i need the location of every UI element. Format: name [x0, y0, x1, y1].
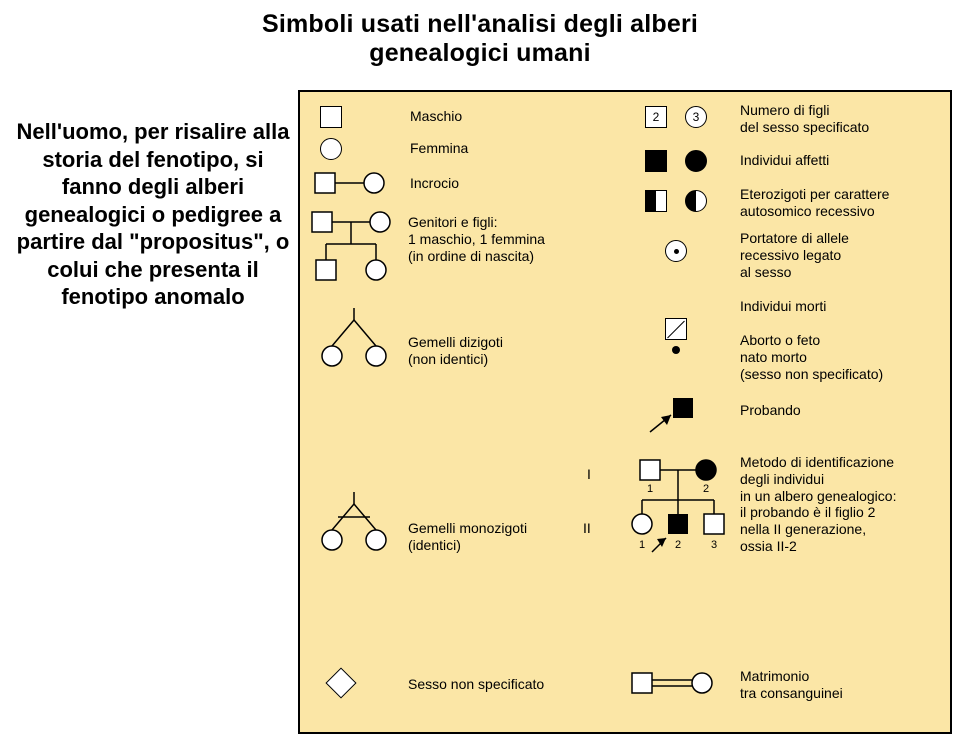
deceased-icon	[665, 318, 687, 340]
proband-icon	[648, 396, 708, 436]
gen-label-II: II	[583, 520, 591, 537]
number-circle-value: 3	[693, 110, 700, 124]
label-genitori: Genitori e figli: 1 maschio, 1 femmina (…	[408, 214, 545, 264]
label-sesso-non-spec: Sesso non specificato	[408, 676, 544, 693]
label-eterozigoti: Eterozigoti per carattere autosomico rec…	[740, 186, 889, 220]
label-dizigoti: Gemelli dizigoti (non identici)	[408, 334, 503, 368]
abortion-dot-icon	[672, 346, 680, 354]
consanguineous-mating-icon	[626, 668, 726, 698]
label-numero-figli: Numero di figli del sesso specificato	[740, 102, 869, 136]
number-square-value: 2	[653, 110, 660, 124]
title-line2: genealogici umani	[369, 39, 591, 67]
label-consanguinei: Matrimonio tra consanguinei	[740, 668, 843, 702]
label-maschio: Maschio	[410, 108, 462, 125]
identification-tree-icon: 1 2 1 2 3	[600, 452, 740, 562]
label-incrocio: Incrocio	[410, 175, 459, 192]
male-square-icon	[320, 106, 342, 128]
svg-text:3: 3	[711, 539, 717, 551]
mating-icon	[310, 170, 390, 196]
svg-text:2: 2	[703, 483, 709, 495]
page-title: Simboli usati nell'analisi degli alberi …	[0, 10, 960, 68]
heterozygote-square-icon	[645, 190, 667, 212]
label-aborto: Aborto o feto nato morto (sesso non spec…	[740, 332, 883, 382]
legend-box: Maschio Femmina Incrocio	[298, 90, 952, 734]
female-circle-icon	[320, 138, 342, 160]
monozygotic-twins-icon	[318, 492, 398, 562]
label-femmina: Femmina	[410, 140, 468, 157]
affected-circle-icon	[685, 150, 707, 172]
carrier-dot-circle-icon	[665, 240, 687, 262]
label-metodo: Metodo di identificazione degli individu…	[740, 454, 896, 555]
number-circle-icon: 3	[685, 106, 707, 128]
label-monozigoti: Gemelli monozigoti (identici)	[408, 520, 527, 554]
label-morti: Individui morti	[740, 298, 826, 315]
number-square-icon: 2	[645, 106, 667, 128]
affected-square-icon	[645, 150, 667, 172]
label-probando: Probando	[740, 402, 801, 419]
left-paragraph: Nell'uomo, per risalire alla storia del …	[12, 118, 294, 311]
svg-text:2: 2	[675, 539, 681, 551]
diamond-icon	[330, 672, 352, 694]
dizygotic-twins-icon	[318, 308, 398, 378]
parents-children-icon	[304, 208, 404, 288]
svg-text:1: 1	[639, 539, 645, 551]
label-affetti: Individui affetti	[740, 152, 829, 169]
gen-label-I: I	[587, 466, 591, 483]
svg-text:1: 1	[647, 483, 653, 495]
label-portatore: Portatore di allele recessivo legato al …	[740, 230, 849, 280]
title-line1: Simboli usati nell'analisi degli alberi	[262, 10, 698, 38]
heterozygote-circle-icon	[685, 190, 707, 212]
